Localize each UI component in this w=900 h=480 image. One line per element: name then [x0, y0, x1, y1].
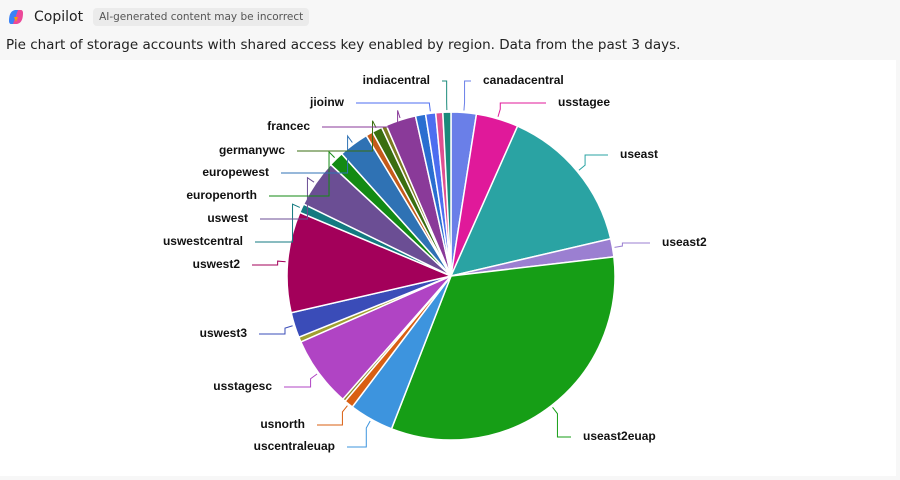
- slice-label: useast2: [662, 235, 707, 249]
- slice-label: uswest2: [193, 257, 241, 271]
- leader-line: [552, 407, 571, 438]
- slice-label: useast: [620, 147, 658, 161]
- slice-label: uscentraleuap: [254, 439, 335, 453]
- slice-label: usstagesc: [213, 379, 272, 393]
- slice-label: europewest: [202, 165, 269, 179]
- chart: canadacentral usstagee useast useast2 useast…: [0, 60, 896, 476]
- leader-line: [252, 260, 286, 266]
- slice-label: uswestcentral: [163, 234, 243, 248]
- leader-line: [281, 134, 353, 174]
- pie-slice: [449, 125, 612, 278]
- leader-line: [578, 154, 608, 171]
- leader-line: [317, 405, 348, 426]
- leader-line: [322, 110, 401, 128]
- leader-line: [297, 120, 377, 152]
- pie-slice: [286, 211, 454, 314]
- pie-slice: [390, 256, 616, 441]
- slice-label: uswest: [207, 211, 248, 225]
- leader-line: [356, 102, 431, 112]
- slice-label: francec: [267, 119, 310, 133]
- leader-line: [284, 373, 318, 388]
- slice-label: canadacentral: [483, 73, 564, 87]
- chart-caption: Pie chart of storage accounts with share…: [6, 37, 681, 53]
- slice-label: uswest3: [200, 326, 248, 340]
- leader-line: [497, 102, 546, 117]
- slice-label: usstagee: [558, 95, 610, 109]
- leader-line: [269, 150, 335, 197]
- app-name: Copilot: [34, 9, 84, 25]
- slice-label: germanywc: [219, 143, 285, 157]
- leader-line: [255, 203, 301, 243]
- leader-line: [442, 80, 448, 111]
- copilot-logo: [9, 10, 23, 24]
- leader-line: [347, 420, 371, 448]
- slice-label: europenorth: [186, 188, 257, 202]
- ai-disclaimer: AI-generated content may be incorrect: [93, 8, 310, 26]
- slice-label: useast2euap: [583, 429, 656, 443]
- leader-line: [463, 80, 471, 111]
- leader-line: [260, 176, 315, 220]
- slice-label: indiacentral: [363, 73, 430, 87]
- leader-line: [614, 242, 650, 248]
- top-bar: Copilot AI-generated content may be inco…: [0, 0, 900, 34]
- slice-label: jioinw: [309, 95, 345, 109]
- leader-line: [259, 325, 293, 335]
- slice-label: usnorth: [260, 417, 305, 431]
- pie-slice: [442, 111, 452, 277]
